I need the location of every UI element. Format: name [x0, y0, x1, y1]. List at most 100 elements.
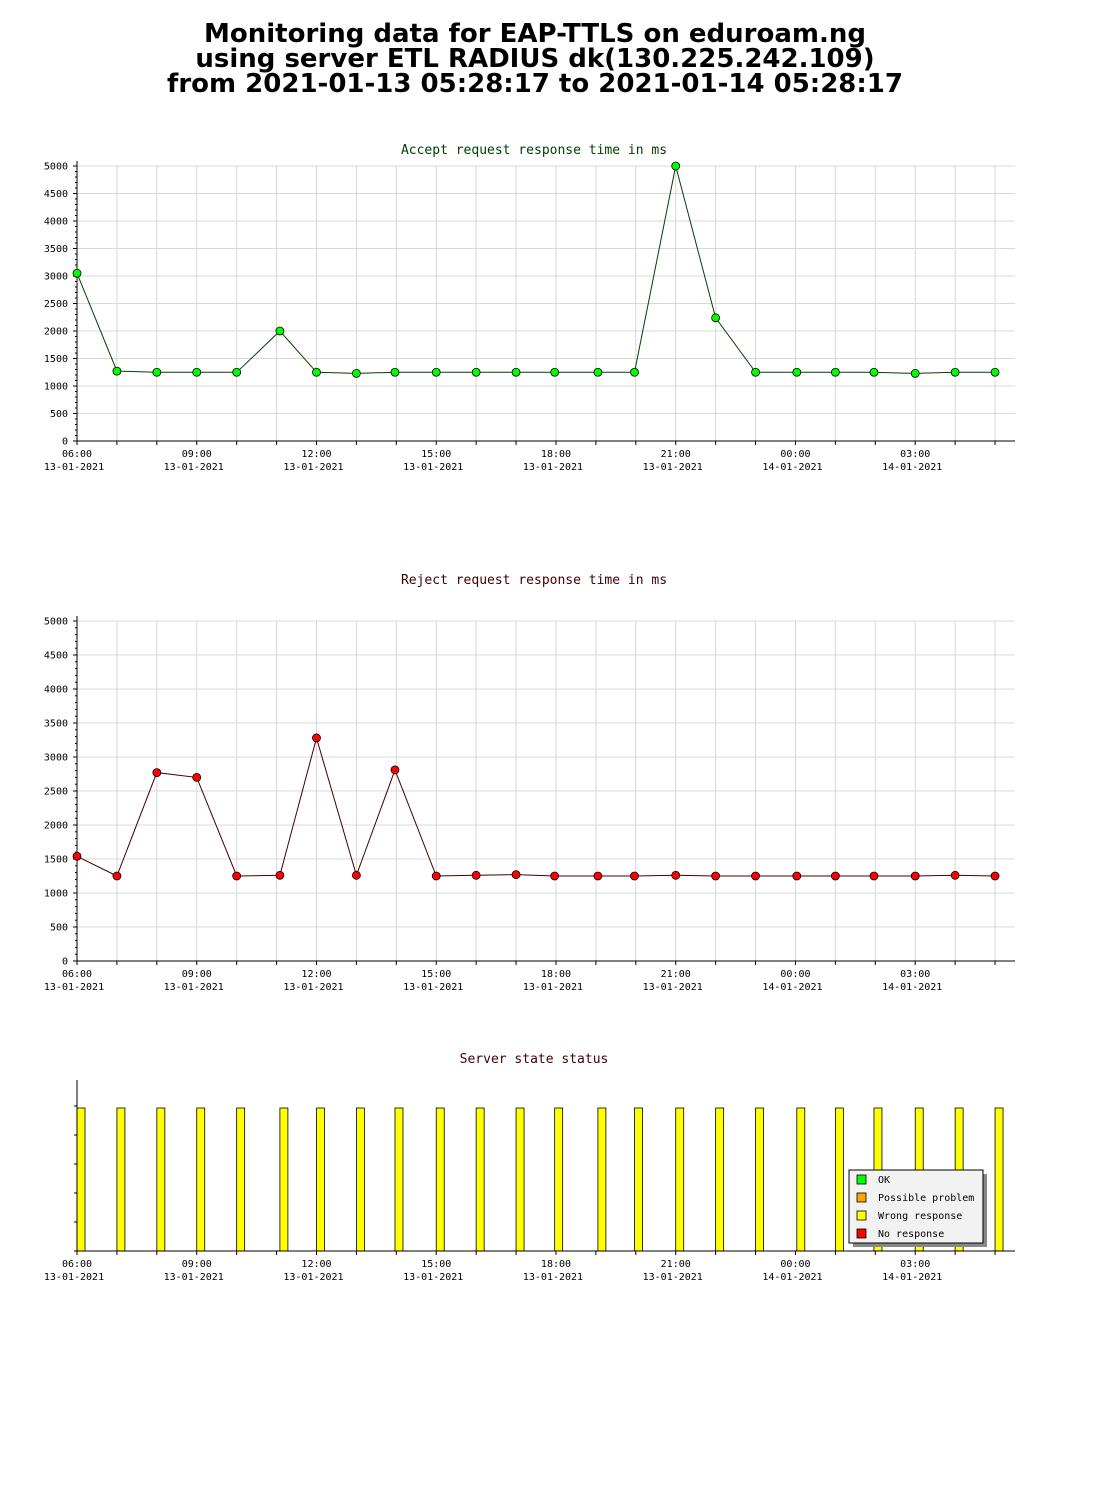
y-tick-label: 3500	[44, 719, 68, 730]
x-tick-label-time: 12:00	[301, 1259, 331, 1270]
data-point	[830, 871, 840, 881]
legend-swatch	[856, 1174, 867, 1185]
y-tick-label: 2500	[44, 787, 68, 798]
status-bar	[597, 1107, 607, 1252]
y-tick-label: 1500	[44, 855, 68, 866]
x-tick-label-date: 13-01-2021	[523, 1272, 583, 1283]
x-tick-label-time: 21:00	[661, 969, 691, 980]
x-tick-label-time: 21:00	[661, 449, 691, 460]
legend-swatch	[856, 1192, 867, 1203]
data-point	[431, 367, 441, 377]
status-bar	[156, 1107, 166, 1252]
x-tick-label-date: 13-01-2021	[403, 1272, 463, 1283]
data-point	[869, 367, 879, 377]
x-tick-label-date: 13-01-2021	[523, 982, 583, 993]
data-point	[112, 366, 122, 376]
x-tick-label-date: 14-01-2021	[762, 462, 822, 473]
y-tick-label: 4500	[44, 189, 68, 200]
data-point	[312, 733, 321, 743]
status-bar	[435, 1107, 445, 1252]
y-tick-label: 1500	[44, 354, 68, 365]
legend-label: Possible problem	[878, 1193, 974, 1204]
x-tick-label-time: 09:00	[182, 969, 212, 980]
status-bar	[796, 1107, 806, 1252]
x-tick-label-time: 18:00	[541, 969, 571, 980]
data-point	[792, 367, 802, 377]
x-tick-label-date: 13-01-2021	[164, 462, 224, 473]
data-point	[990, 367, 1000, 377]
y-tick-label: 3500	[44, 244, 68, 255]
data-point	[192, 367, 202, 377]
title-line-3: from 2021-01-13 05:28:17 to 2021-01-14 0…	[167, 69, 903, 99]
x-tick-label-date: 13-01-2021	[164, 982, 224, 993]
y-tick-label: 2000	[44, 327, 68, 338]
x-tick-label-date: 13-01-2021	[403, 982, 463, 993]
status-bar	[116, 1107, 126, 1252]
y-tick-label: 0	[62, 437, 68, 448]
x-tick-label-date: 13-01-2021	[403, 462, 463, 473]
x-tick-label-time: 03:00	[900, 969, 930, 980]
status-bar	[634, 1107, 643, 1252]
legend-swatch	[856, 1210, 867, 1221]
data-point	[152, 768, 162, 778]
legend-swatch	[856, 1228, 867, 1239]
data-point	[910, 871, 920, 881]
status-bar	[236, 1107, 246, 1252]
status-bar	[554, 1107, 564, 1252]
y-tick-label: 500	[50, 409, 68, 420]
y-tick-label: 5000	[44, 162, 68, 173]
y-tick-label: 2000	[44, 821, 68, 832]
y-tick-label: 4500	[44, 651, 68, 662]
x-tick-label-time: 00:00	[780, 969, 810, 980]
x-tick-label-time: 12:00	[301, 969, 331, 980]
data-point	[751, 367, 760, 377]
data-point	[192, 773, 202, 782]
data-point	[950, 367, 960, 377]
data-point	[830, 367, 840, 377]
data-point	[711, 313, 721, 323]
data-point	[550, 367, 560, 377]
y-tick-label: 500	[50, 923, 68, 934]
title-line-1: Monitoring data for EAP-TTLS on eduroam.…	[204, 19, 866, 49]
data-point	[352, 368, 361, 378]
data-point	[232, 871, 242, 881]
x-tick-label-time: 06:00	[62, 449, 92, 460]
data-point	[471, 367, 481, 377]
x-tick-label-time: 03:00	[900, 449, 930, 460]
data-point	[390, 367, 400, 377]
y-tick-label: 1000	[44, 889, 68, 900]
data-point	[990, 871, 1000, 881]
status-bar	[994, 1107, 1004, 1252]
data-point	[511, 870, 521, 880]
status-bar	[834, 1107, 844, 1252]
x-tick-label-date: 14-01-2021	[882, 1272, 942, 1283]
status-bar	[515, 1107, 525, 1252]
x-tick-label-date: 13-01-2021	[283, 982, 343, 993]
chart-title: Server state status	[460, 1052, 609, 1067]
data-point	[390, 765, 400, 775]
x-tick-label-time: 15:00	[421, 449, 451, 460]
x-tick-label-date: 13-01-2021	[164, 1272, 224, 1283]
data-point	[312, 367, 321, 377]
series-line	[76, 165, 995, 374]
legend-label: No response	[878, 1229, 944, 1240]
x-tick-label-date: 14-01-2021	[762, 1272, 822, 1283]
data-point	[550, 871, 560, 881]
x-tick-label-time: 03:00	[900, 1259, 930, 1270]
data-point	[112, 871, 122, 881]
data-point	[593, 871, 603, 881]
status-bar	[475, 1107, 485, 1252]
x-tick-label-date: 13-01-2021	[283, 462, 343, 473]
legend-label: OK	[878, 1175, 890, 1186]
x-tick-label-date: 14-01-2021	[882, 982, 942, 993]
y-tick-label: 3000	[44, 753, 68, 764]
data-point	[352, 870, 361, 880]
x-tick-label-time: 00:00	[780, 1259, 810, 1270]
chart-2: Reject request response time in ms 0 500 10…	[44, 573, 1015, 993]
x-tick-label-date: 14-01-2021	[762, 982, 822, 993]
x-tick-label-time: 15:00	[421, 1259, 451, 1270]
x-tick-label-date: 13-01-2021	[283, 1272, 343, 1283]
status-bar	[356, 1107, 365, 1252]
x-tick-label-date: 13-01-2021	[44, 1272, 104, 1283]
data-point	[152, 367, 162, 377]
